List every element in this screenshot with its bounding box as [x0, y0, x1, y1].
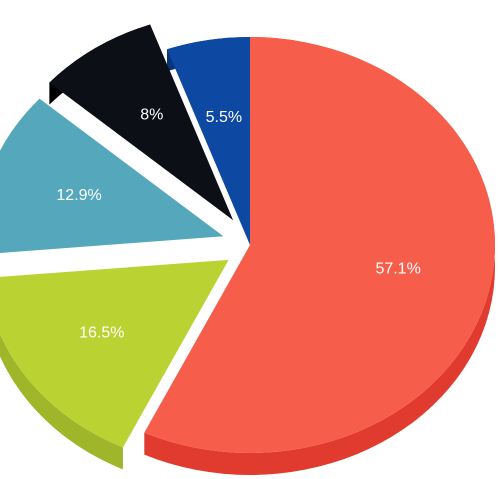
pie-slice-label-4: 5.5%	[206, 109, 242, 126]
pie-slice-4	[167, 37, 250, 245]
pie-slice-label-0: 57.1%	[375, 261, 420, 278]
pie-slice-label-3: 8%	[140, 107, 163, 124]
pie-slice-1	[0, 259, 229, 448]
pie-slice-label-1: 16.5%	[79, 325, 124, 342]
pie-slice-label-2: 12.9%	[56, 187, 101, 204]
pie-slice-3	[49, 24, 234, 221]
pie-slice-side-1	[0, 334, 123, 470]
pie-slice-2	[0, 98, 224, 253]
pie-slice-0	[144, 37, 495, 454]
